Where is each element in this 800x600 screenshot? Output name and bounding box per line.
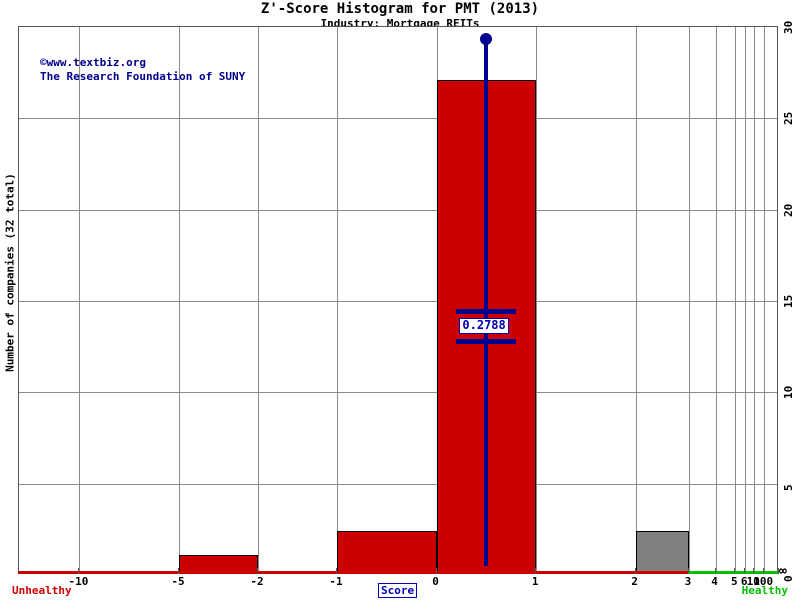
x-tick-label: 2: [631, 575, 639, 588]
x-tick-mark: [257, 568, 259, 574]
x-tick-label: -5: [171, 575, 185, 588]
x-tick-label: 10: [746, 575, 760, 588]
x-tick-label: -2: [250, 575, 264, 588]
gridline-horizontal: [19, 118, 777, 120]
y-tick-label: 15: [782, 294, 795, 308]
x-tick-mark: [763, 568, 765, 574]
x-tick-label: -1: [329, 575, 343, 588]
score-marker-dot: [480, 33, 493, 45]
score-value-label: 0.2788: [459, 318, 509, 334]
x-axis-rail: [18, 571, 778, 574]
x-tick-mark: [634, 568, 636, 574]
y-tick-label: 25: [782, 112, 795, 126]
x-tick-mark: [78, 568, 80, 574]
rail-unhealthy-segment: [18, 571, 688, 574]
x-tick-label: 4: [711, 575, 718, 588]
gridline-vertical: [536, 27, 538, 573]
x-tick-mark: [744, 568, 746, 574]
gridline-vertical: [764, 27, 766, 573]
x-tick-mark: [687, 568, 689, 574]
gridline-vertical: [688, 27, 690, 573]
x-tick-label: 100: [753, 575, 774, 588]
gridline-horizontal: [19, 301, 777, 302]
score-whisker-lower: [456, 339, 517, 344]
x-axis-label-score: Score: [378, 583, 418, 598]
gridline-vertical: [754, 27, 756, 573]
rail-healthy-segment: [687, 571, 778, 574]
y-tick-label: 5: [782, 484, 795, 491]
x-tick-mark: [535, 568, 537, 574]
x-tick-mark: [753, 568, 755, 574]
y-tick-label: 30: [782, 20, 795, 34]
copyright-notice: ©www.textbiz.org The Research Foundation…: [40, 56, 245, 84]
score-marker-line: [484, 37, 489, 566]
x-tick-mark: [714, 568, 716, 574]
y-axis-title: Number of companies (32 total): [3, 173, 17, 372]
histogram-bar: [337, 531, 437, 573]
gridline-vertical: [635, 27, 637, 573]
legend-unhealthy: Unhealthy: [12, 584, 72, 597]
infinity-icon: ∞: [779, 564, 787, 579]
copyright-line-2: The Research Foundation of SUNY: [40, 70, 246, 83]
chart-title: Z'-Score Histogram for PMT (2013): [260, 1, 540, 17]
gridline-vertical: [178, 27, 180, 573]
gridline-horizontal: [19, 483, 777, 485]
x-tick-mark: [778, 568, 779, 574]
gridline-vertical: [715, 27, 717, 573]
gridline-vertical: [337, 27, 339, 573]
score-whisker-upper: [456, 309, 517, 314]
gridline-horizontal: [19, 209, 777, 211]
gridline-horizontal: [19, 392, 777, 394]
x-tick-mark: [734, 568, 736, 574]
x-tick-mark: [177, 568, 179, 574]
gridline-vertical: [745, 27, 747, 573]
gridline-vertical: [735, 27, 737, 573]
x-tick-label: 5: [730, 575, 738, 588]
gridline-vertical: [258, 27, 260, 573]
legend-healthy: Healthy: [741, 584, 788, 597]
x-tick-label: 3: [684, 575, 692, 588]
x-tick-mark: [435, 568, 437, 574]
copyright-line-1: ©www.textbiz.org: [40, 56, 146, 69]
x-tick-label: -10: [68, 575, 89, 588]
gridline-vertical: [79, 27, 81, 573]
histogram-bar: [635, 531, 689, 573]
x-tick-label: 0: [432, 575, 439, 588]
x-tick-mark: [336, 568, 338, 574]
x-tick-label: 1: [531, 575, 539, 588]
x-tick-label: 6: [740, 575, 748, 588]
y-tick-label: 10: [782, 386, 795, 400]
y-tick-label: 20: [782, 203, 795, 217]
plot-area: 0.2788 ©www.textbiz.org The Research Fou…: [18, 26, 778, 574]
